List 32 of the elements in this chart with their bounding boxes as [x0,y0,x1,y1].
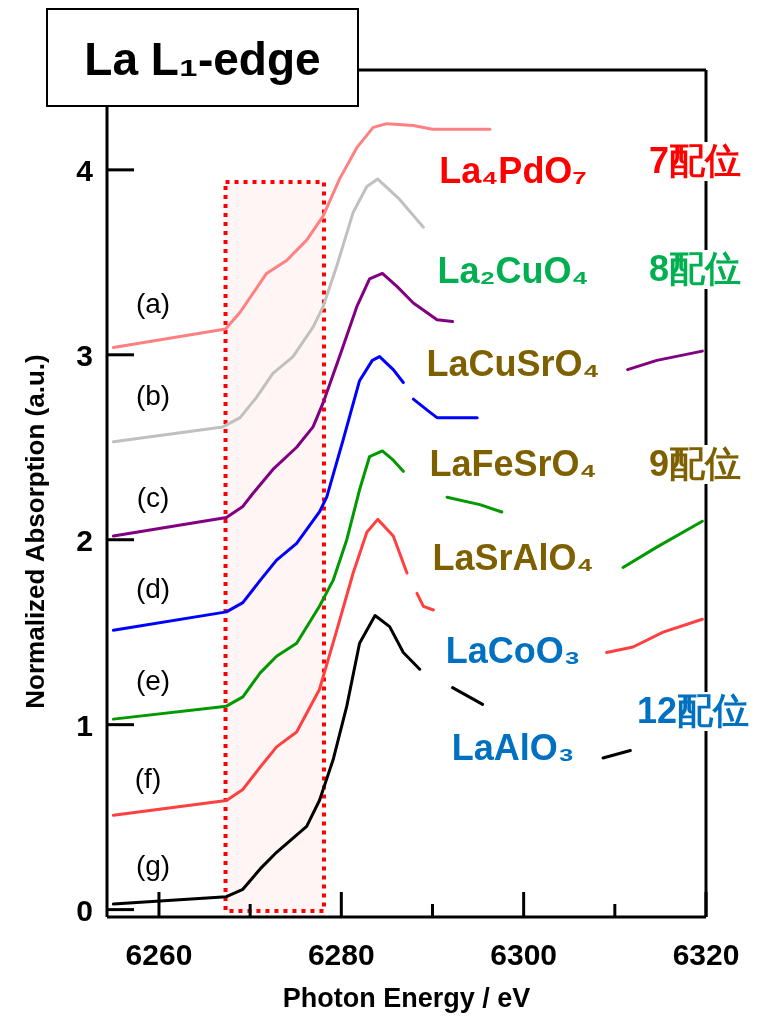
y-tick-label: 3 [76,338,93,372]
x-tick-label: 6320 [672,938,740,971]
y-tick-label: 0 [76,893,93,927]
annotation: LaAlO₃ [447,727,579,768]
annotation: (b) [135,380,171,411]
annotation: (e) [135,665,171,696]
annotation: LaSrAlO₄ [428,537,598,578]
line-series [605,617,704,655]
y-tick-label: 4 [76,153,94,187]
line-series [111,517,409,817]
line-series [111,355,405,632]
y-axis-title: Normalized Absorption (a.u.) [20,354,50,709]
annotation: La₄PdO₇ [435,150,591,191]
x-axis-title: Photon Energy / eV [282,983,531,1013]
annotation: (c) [136,482,170,513]
y-tick-label: 2 [76,523,93,557]
line-series [111,177,425,444]
annotation: (d) [135,573,171,604]
annotation: La₂CuO₄ [433,250,593,291]
annotation: (f) [134,763,162,794]
annotation: (g) [135,850,171,881]
annotation: LaCoO₃ [441,630,585,671]
x-tick-label: 6300 [490,938,558,971]
annotation: LaCuSrO₄ [422,343,604,384]
line-series [111,449,405,721]
chart-title: La L₁-edge [84,33,321,85]
title: La L₁-edge [46,8,359,107]
annotation: LaFeSrO₄ [425,443,601,484]
y-tick-label: 1 [76,708,93,742]
annotation: (a) [135,288,171,319]
x-tick-label: 6260 [125,938,193,971]
x-tick-label: 6280 [307,938,375,971]
